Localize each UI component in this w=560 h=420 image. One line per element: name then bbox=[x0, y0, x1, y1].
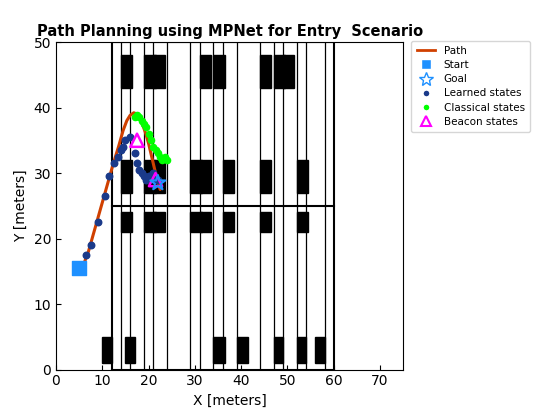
Point bbox=[74, 265, 83, 271]
Bar bbox=[121, 160, 132, 193]
Point bbox=[135, 166, 144, 173]
Point bbox=[142, 176, 151, 183]
Point bbox=[149, 170, 158, 176]
Bar bbox=[297, 160, 309, 193]
Bar bbox=[283, 55, 295, 88]
Bar bbox=[315, 337, 324, 363]
Point bbox=[151, 176, 160, 183]
Point bbox=[105, 173, 114, 180]
X-axis label: X [meters]: X [meters] bbox=[193, 394, 267, 408]
Bar bbox=[297, 213, 309, 232]
Point bbox=[86, 242, 95, 249]
Point bbox=[133, 160, 142, 167]
Bar bbox=[153, 213, 165, 232]
Y-axis label: Y [meters]: Y [meters] bbox=[14, 170, 28, 242]
Point bbox=[116, 147, 125, 153]
Point bbox=[133, 137, 142, 144]
Bar bbox=[125, 337, 135, 363]
Bar bbox=[297, 337, 306, 363]
Point bbox=[82, 252, 91, 258]
Bar bbox=[190, 213, 202, 232]
Bar bbox=[223, 213, 234, 232]
Point bbox=[139, 173, 148, 180]
Point bbox=[133, 112, 142, 119]
Legend: Path, Start, Goal, Learned states, Classical states, Beacon states: Path, Start, Goal, Learned states, Class… bbox=[411, 41, 530, 132]
Bar bbox=[260, 213, 271, 232]
Point bbox=[146, 137, 155, 144]
Point bbox=[130, 114, 139, 121]
Point bbox=[149, 144, 158, 150]
Point bbox=[153, 150, 162, 157]
Point bbox=[130, 150, 139, 157]
Point bbox=[153, 176, 162, 183]
Point bbox=[137, 170, 146, 176]
Bar bbox=[260, 55, 271, 88]
Bar bbox=[144, 213, 156, 232]
Point bbox=[156, 153, 165, 160]
Bar bbox=[260, 160, 271, 193]
Title: Path Planning using MPNet for Entry  Scenario: Path Planning using MPNet for Entry Scen… bbox=[36, 24, 423, 39]
Bar bbox=[213, 337, 225, 363]
Bar bbox=[153, 55, 165, 88]
Bar bbox=[223, 160, 234, 193]
Point bbox=[151, 176, 160, 183]
Bar bbox=[274, 337, 283, 363]
Point bbox=[125, 134, 134, 140]
Bar bbox=[121, 55, 132, 88]
Bar bbox=[144, 55, 156, 88]
Point bbox=[153, 179, 162, 186]
Point bbox=[144, 173, 153, 180]
Bar bbox=[153, 160, 165, 193]
Point bbox=[114, 153, 123, 160]
Point bbox=[158, 157, 167, 163]
Bar bbox=[199, 213, 211, 232]
Bar bbox=[213, 55, 225, 88]
Bar bbox=[102, 337, 111, 363]
Point bbox=[146, 173, 155, 180]
Bar bbox=[144, 160, 156, 193]
Point bbox=[151, 147, 160, 153]
Bar bbox=[274, 55, 285, 88]
Bar bbox=[121, 213, 132, 232]
Point bbox=[119, 144, 128, 150]
Point bbox=[121, 137, 130, 144]
Point bbox=[160, 153, 169, 160]
Point bbox=[162, 157, 171, 163]
Point bbox=[137, 117, 146, 124]
Point bbox=[144, 130, 153, 137]
Point bbox=[139, 121, 148, 127]
Point bbox=[100, 193, 109, 199]
Point bbox=[135, 114, 144, 121]
Bar bbox=[190, 160, 202, 193]
Point bbox=[142, 124, 151, 131]
Bar bbox=[199, 160, 211, 193]
Point bbox=[93, 219, 102, 226]
Point bbox=[109, 160, 118, 167]
Bar bbox=[236, 337, 248, 363]
Bar bbox=[199, 55, 211, 88]
